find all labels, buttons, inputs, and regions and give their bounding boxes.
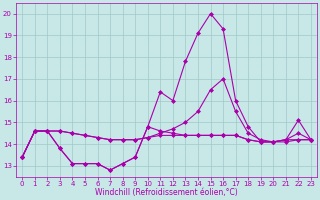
X-axis label: Windchill (Refroidissement éolien,°C): Windchill (Refroidissement éolien,°C) xyxy=(95,188,238,197)
